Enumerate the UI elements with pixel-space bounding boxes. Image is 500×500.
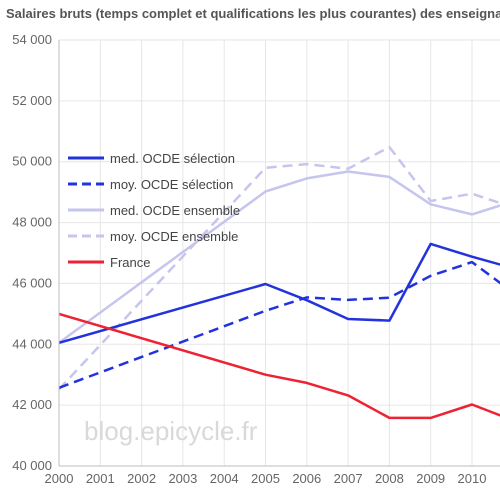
chart-title: Salaires bruts (temps complet et qualifi…: [6, 6, 500, 21]
x-tick-label: 2003: [168, 471, 197, 486]
series-lines: [58, 145, 500, 420]
x-tick-label: 2009: [416, 471, 445, 486]
series-line: [58, 170, 500, 344]
watermark: blog.epicycle.fr: [84, 416, 258, 446]
y-tick-label: 46 000: [12, 275, 52, 290]
grid: [58, 39, 500, 467]
x-tick-label: 2000: [45, 471, 74, 486]
series-line: [58, 145, 500, 391]
legend-label: moy. OCDE sélection: [110, 177, 233, 192]
y-tick-label: 50 000: [12, 154, 52, 169]
x-tick-label: 2008: [375, 471, 404, 486]
legend-label: moy. OCDE ensemble: [110, 229, 238, 244]
y-tick-label: 52 000: [12, 93, 52, 108]
series-line: [58, 312, 500, 420]
legend-label: med. OCDE sélection: [110, 151, 235, 166]
legend-label: med. OCDE ensemble: [110, 203, 240, 218]
series-line: [58, 260, 500, 389]
x-tick-label: 2006: [292, 471, 321, 486]
y-tick-label: 40 000: [12, 458, 52, 473]
x-tick-label: 2002: [127, 471, 156, 486]
x-tick-label: 2001: [86, 471, 115, 486]
x-tick-label: 2010: [458, 471, 487, 486]
y-tick-label: 42 000: [12, 397, 52, 412]
y-tick-label: 54 000: [12, 32, 52, 47]
legend: med. OCDE sélection moy. OCDE sélection me…: [68, 151, 240, 270]
x-tick-label: 2005: [251, 471, 280, 486]
y-tick-label: 44 000: [12, 336, 52, 351]
legend-label: France: [110, 255, 150, 270]
axis-ticks: 40 000 42 000 44 000 46 000 48 000 50 000 52 0…: [12, 32, 500, 486]
x-tick-label: 2004: [210, 471, 239, 486]
y-tick-label: 48 000: [12, 215, 52, 230]
series-line: [58, 242, 500, 345]
x-tick-label: 2007: [334, 471, 363, 486]
